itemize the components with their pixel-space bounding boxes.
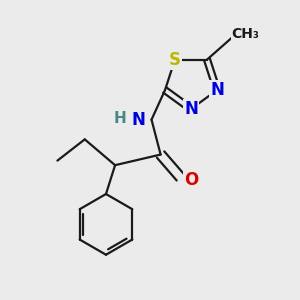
Text: N: N [132, 111, 146, 129]
Text: N: N [210, 81, 224, 99]
Text: O: O [184, 171, 198, 189]
Text: S: S [169, 51, 181, 69]
Text: N: N [184, 100, 198, 118]
Text: H: H [114, 111, 126, 126]
Text: CH₃: CH₃ [232, 27, 260, 41]
